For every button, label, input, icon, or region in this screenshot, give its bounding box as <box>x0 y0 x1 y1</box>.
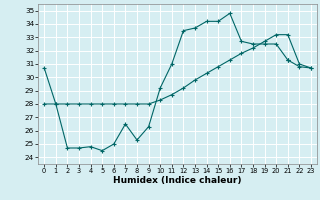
X-axis label: Humidex (Indice chaleur): Humidex (Indice chaleur) <box>113 176 242 185</box>
